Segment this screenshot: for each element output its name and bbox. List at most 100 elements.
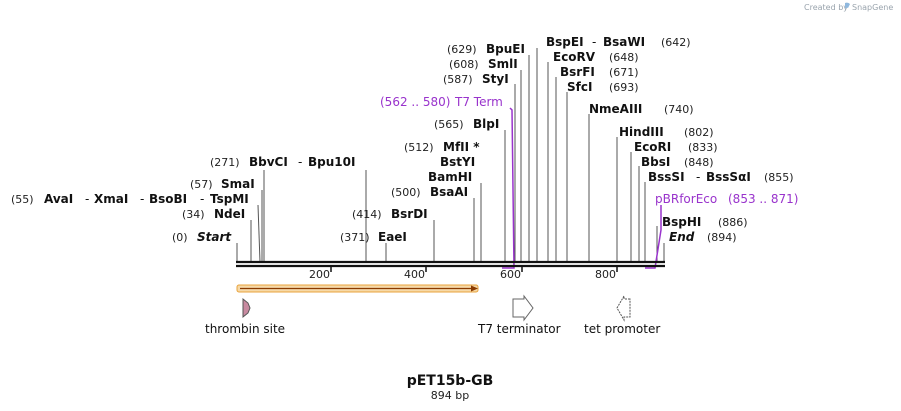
site-ndei: (34) NdeI xyxy=(182,207,245,221)
pos-bbvci: (271) xyxy=(210,156,240,169)
site-bamhi: BamHI xyxy=(428,170,472,184)
name-bpu10i: Bpu10I xyxy=(308,155,355,169)
primer-pbrforeco: pBRforEco (853 .. 871) xyxy=(655,192,798,206)
site-avai: (55) AvaI - XmaI - BsoBI - TspMI xyxy=(11,192,249,206)
site-bbvci: (271) BbvCI - Bpu10I xyxy=(210,155,355,169)
name-nmeaiii: NmeAIII xyxy=(589,102,642,116)
primer-brackets xyxy=(502,107,662,269)
label-t7-terminator: T7 terminator xyxy=(477,322,561,336)
name-bsrdi: BsrDI xyxy=(391,207,428,221)
site-styi: (587) StyI xyxy=(443,72,509,86)
brand-text: SnapGene xyxy=(852,3,893,12)
pos-nmeaiii: (740) xyxy=(664,103,694,116)
site-bstyi: BstYI xyxy=(440,155,475,169)
pos-smai: (57) xyxy=(190,178,213,191)
name-blpi: BlpI xyxy=(473,117,499,131)
pos-smli: (608) xyxy=(449,58,479,71)
map-length: 894 bp xyxy=(431,389,469,402)
name-bstyi: BstYI xyxy=(440,155,475,169)
name-bbsi: BbsI xyxy=(641,155,670,169)
orf-arrow-icon xyxy=(471,285,478,292)
primer-t7term: (562 .. 580) T7 Term xyxy=(380,95,503,109)
name-ecorv: EcoRV xyxy=(553,50,596,64)
site-eaei: (371) EaeI xyxy=(340,230,407,244)
snapgene-logo-icon xyxy=(845,2,850,9)
name-bpuei: BpuEI xyxy=(486,42,525,56)
pos-bspei: (642) xyxy=(661,36,691,49)
pos-eaei: (371) xyxy=(340,231,370,244)
site-sfci: SfcI (693) xyxy=(567,80,639,94)
pos-avai: (55) xyxy=(11,193,34,206)
ruler-label-800: 800 xyxy=(595,268,616,281)
name-eaei: EaeI xyxy=(378,230,407,244)
name-bsawi: BsaWI xyxy=(603,35,645,49)
thrombin-site-icon xyxy=(242,297,251,319)
name-t7term: T7 Term xyxy=(454,95,503,109)
name-smai: SmaI xyxy=(221,177,255,191)
range-t7term: (562 .. 580) xyxy=(380,95,450,109)
site-bbsi: BbsI (848) xyxy=(641,155,714,169)
site-bpuei: (629) BpuEI xyxy=(447,42,525,56)
name-smli: SmlI xyxy=(488,57,518,71)
pos-bsphi: (886) xyxy=(718,216,748,229)
name-ecori: EcoRI xyxy=(634,140,671,154)
name-bsssai: BssSαI xyxy=(706,170,751,184)
sep-bsssi: - xyxy=(696,170,700,184)
site-ecori: EcoRI (833) xyxy=(634,140,718,154)
range-pbrforeco: (853 .. 871) xyxy=(728,192,798,206)
pos-sfci: (693) xyxy=(609,81,639,94)
name-hindiii: HindIII xyxy=(619,125,664,139)
pos-bpuei: (629) xyxy=(447,43,477,56)
pos-ecori: (833) xyxy=(688,141,718,154)
name-start: Start xyxy=(197,230,232,244)
site-bsaai: (500) BsaAI xyxy=(391,185,468,199)
site-nmeaiii: NmeAIII (740) xyxy=(589,102,694,116)
tet-promoter-icon xyxy=(616,294,631,322)
pos-mfli: (512) xyxy=(404,141,434,154)
ruler-label-400: 400 xyxy=(404,268,425,281)
name-bsobi: BsoBI xyxy=(149,192,187,206)
name-bsssi: BssSI xyxy=(648,170,685,184)
site-ecorv: EcoRV (648) xyxy=(553,50,639,64)
credit-text: Created by xyxy=(804,3,848,12)
name-bsphi: BspHI xyxy=(662,215,701,229)
line-avai xyxy=(257,204,261,263)
snapgene-credit: Created by SnapGene xyxy=(804,2,893,12)
name-bspei: BspEI xyxy=(546,35,584,49)
name-avai: AvaI xyxy=(44,192,73,206)
site-blpi: (565) BlpI xyxy=(434,117,499,131)
name-end: End xyxy=(669,230,695,244)
ruler-label-200: 200 xyxy=(309,268,330,281)
sep-avai-2: - xyxy=(140,192,144,206)
label-thrombin-site: thrombin site xyxy=(205,322,285,336)
pos-bsaai: (500) xyxy=(391,186,421,199)
pos-ecorv: (648) xyxy=(609,51,639,64)
cut-site-lines xyxy=(236,48,665,263)
name-sfci: SfcI xyxy=(567,80,592,94)
name-mfli: MfII * xyxy=(443,140,480,154)
feature-thrombin-site: thrombin site xyxy=(205,297,285,336)
pos-bsrdi: (414) xyxy=(352,208,382,221)
primer-pbrforeco-bracket xyxy=(645,205,662,269)
sep-avai-1: - xyxy=(85,192,89,206)
site-bspei: BspEI - BsaWI (642) xyxy=(546,35,691,49)
site-bsssi: BssSI - BssSαI (855) xyxy=(648,170,794,184)
label-tet-promoter: tet promoter xyxy=(584,322,660,336)
feature-t7-terminator: T7 terminator xyxy=(477,294,561,336)
site-bsrfi: BsrFI (671) xyxy=(560,65,639,79)
name-bsaai: BsaAI xyxy=(430,185,468,199)
name-tspmi: TspMI xyxy=(210,192,249,206)
sep-avai-3: - xyxy=(200,192,204,206)
name-styi: StyI xyxy=(482,72,509,86)
site-mfli: (512) MfII * xyxy=(404,140,480,154)
primer-t7term-bracket xyxy=(502,107,515,269)
name-bbvci: BbvCI xyxy=(249,155,288,169)
site-bsrdi: (414) BsrDI xyxy=(352,207,428,221)
sep-bspei: - xyxy=(592,35,596,49)
pos-styi: (587) xyxy=(443,73,473,86)
orf-track xyxy=(236,284,479,293)
map-title: pET15b-GB xyxy=(407,373,494,389)
name-bsrfi: BsrFI xyxy=(560,65,595,79)
pos-bsrfi: (671) xyxy=(609,66,639,79)
pos-start: (0) xyxy=(172,231,188,244)
